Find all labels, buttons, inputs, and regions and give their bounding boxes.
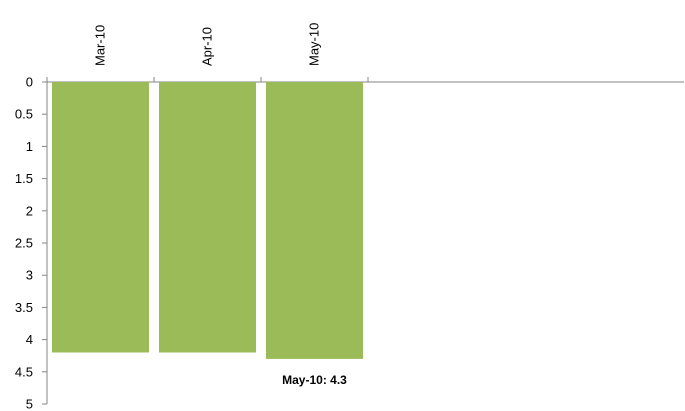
y-tick-label: 0 bbox=[26, 75, 33, 90]
bar bbox=[266, 82, 363, 359]
bars bbox=[52, 82, 363, 359]
y-tick-label: 1 bbox=[26, 139, 33, 154]
bar bbox=[159, 82, 256, 353]
y-axis: 0 0.5 1 1.5 2 2.5 3 3.5 4 4.5 5 bbox=[15, 75, 48, 411]
category-label: May-10 bbox=[307, 23, 322, 66]
bar bbox=[52, 82, 149, 353]
data-label: May-10: 4.3 bbox=[282, 373, 347, 387]
y-tick-label: 1.5 bbox=[15, 171, 33, 186]
y-tick-label: 4.5 bbox=[15, 364, 33, 379]
data-labels: May-10: 4.3 bbox=[282, 373, 347, 387]
y-tick-label: 4 bbox=[26, 332, 33, 347]
category-label: Apr-10 bbox=[200, 27, 215, 66]
y-tick-label: 3.5 bbox=[15, 300, 33, 315]
y-tick-label: 2 bbox=[26, 203, 33, 218]
y-tick-label: 2.5 bbox=[15, 236, 33, 251]
category-label: Mar-10 bbox=[93, 25, 108, 66]
y-tick-label: 5 bbox=[26, 397, 33, 411]
y-tick-label: 0.5 bbox=[15, 107, 33, 122]
category-axis: Mar-10 Apr-10 May-10 bbox=[46, 23, 684, 83]
y-tick-label: 3 bbox=[26, 268, 33, 283]
